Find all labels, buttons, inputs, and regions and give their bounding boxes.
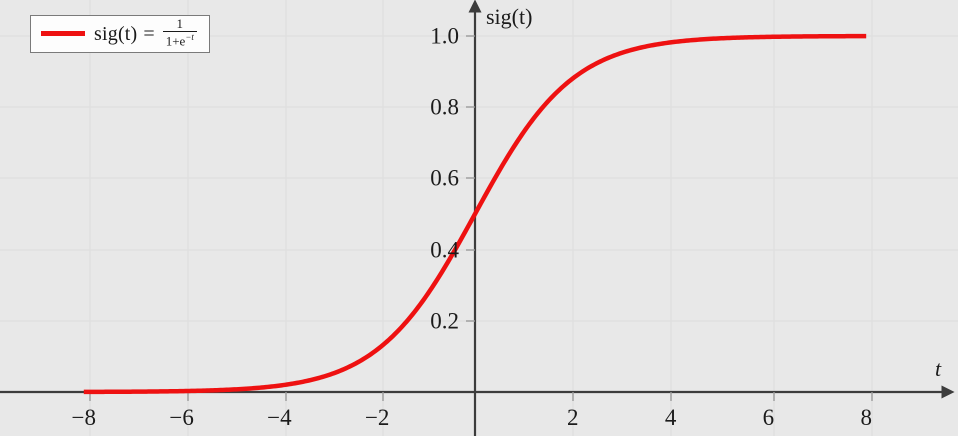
x-tick-label: −6 [169, 405, 194, 430]
x-tick-label: −2 [364, 405, 390, 430]
denominator-exponent: −t [185, 32, 194, 43]
sigmoid-curve [83, 33, 867, 395]
y-tick-label: 0.8 [430, 94, 459, 120]
legend-formula: sig(t) = 1 1+e−t [94, 16, 197, 49]
y-axis-title: sig(t) [486, 4, 533, 29]
x-tick-label: 8 [860, 405, 872, 430]
x-axis-title: t [935, 356, 942, 381]
y-tick-label: 0.6 [430, 165, 459, 191]
x-tick-label: −8 [71, 405, 97, 430]
y-tick-label: 1.0 [430, 23, 459, 49]
fraction-denominator: 1+e−t [163, 32, 197, 49]
x-tick-label: −4 [267, 405, 292, 430]
fraction-bar [162, 31, 197, 33]
x-tick-label: 6 [762, 405, 775, 430]
denominator-base: 1+e [165, 33, 186, 49]
legend-color-swatch [41, 31, 85, 36]
x-tick-marks [89, 392, 873, 401]
legend-function-name: sig(t) [94, 22, 138, 45]
y-tick-label: 0.2 [430, 308, 459, 334]
legend-fraction: 1 1+e−t [162, 16, 197, 49]
fraction-numerator: 1 [176, 16, 184, 32]
legend-equals-sign: = [143, 22, 155, 45]
legend-box: sig(t) = 1 1+e−t [30, 15, 210, 53]
x-tick-label: 4 [664, 405, 677, 430]
y-tick-label: 0.4 [430, 237, 459, 263]
y-tick-marks [466, 35, 475, 322]
x-tick-label: 2 [567, 405, 579, 430]
